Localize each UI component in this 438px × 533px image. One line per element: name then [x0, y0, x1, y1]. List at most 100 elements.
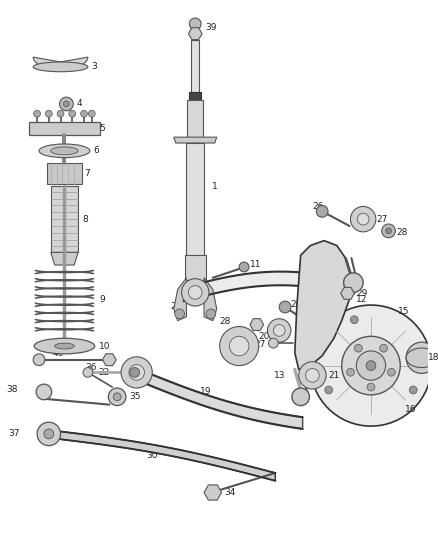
Circle shape [182, 279, 209, 306]
Ellipse shape [406, 348, 438, 368]
Circle shape [206, 309, 216, 319]
Polygon shape [184, 272, 354, 301]
Text: 9: 9 [99, 295, 105, 304]
Text: 3: 3 [92, 62, 98, 71]
Circle shape [46, 110, 52, 117]
Text: 1: 1 [212, 182, 218, 191]
Circle shape [130, 368, 140, 377]
Text: 15: 15 [398, 308, 410, 317]
Circle shape [189, 18, 201, 30]
Circle shape [219, 327, 259, 366]
Text: 21: 21 [328, 371, 339, 380]
Text: 23: 23 [296, 336, 307, 345]
Text: 17: 17 [296, 356, 307, 365]
Circle shape [350, 206, 376, 232]
Circle shape [37, 422, 60, 446]
Text: 16: 16 [405, 405, 417, 414]
Text: 4: 4 [76, 100, 82, 108]
Circle shape [36, 384, 52, 400]
FancyBboxPatch shape [187, 100, 203, 139]
FancyBboxPatch shape [191, 39, 199, 93]
Text: 13: 13 [274, 371, 286, 380]
Text: 7: 7 [84, 169, 90, 178]
Ellipse shape [55, 343, 74, 349]
Circle shape [299, 362, 326, 389]
Circle shape [385, 228, 392, 234]
Text: 39: 39 [205, 23, 216, 33]
Circle shape [410, 386, 417, 394]
Circle shape [311, 305, 431, 426]
Ellipse shape [34, 338, 95, 354]
FancyBboxPatch shape [47, 163, 82, 184]
Circle shape [69, 110, 76, 117]
FancyBboxPatch shape [29, 122, 99, 135]
Polygon shape [295, 240, 351, 369]
Text: 35: 35 [129, 392, 140, 401]
Text: 27: 27 [254, 340, 265, 349]
Circle shape [388, 368, 396, 376]
Circle shape [230, 336, 249, 356]
Ellipse shape [51, 147, 78, 155]
Circle shape [57, 110, 64, 117]
Circle shape [350, 316, 358, 324]
Circle shape [60, 97, 73, 111]
Text: 28: 28 [396, 228, 408, 237]
Text: 24: 24 [170, 302, 181, 311]
Polygon shape [51, 252, 78, 265]
Circle shape [268, 319, 291, 342]
Circle shape [292, 388, 310, 406]
Circle shape [344, 273, 363, 293]
Text: 20: 20 [259, 332, 270, 341]
Circle shape [357, 213, 369, 225]
Text: 10: 10 [99, 342, 110, 351]
Circle shape [381, 224, 396, 238]
Circle shape [108, 388, 126, 406]
Ellipse shape [39, 144, 90, 158]
Circle shape [88, 110, 95, 117]
Text: 11: 11 [250, 260, 261, 269]
Circle shape [175, 309, 184, 319]
Circle shape [33, 354, 45, 366]
Circle shape [316, 206, 328, 217]
Circle shape [129, 365, 145, 380]
Polygon shape [33, 57, 88, 69]
Text: 22: 22 [98, 368, 110, 377]
Text: 29: 29 [357, 289, 368, 298]
Text: 8: 8 [82, 215, 88, 224]
Circle shape [239, 262, 249, 272]
Circle shape [306, 368, 319, 382]
Circle shape [64, 101, 69, 107]
Text: 25: 25 [317, 265, 328, 274]
Circle shape [121, 357, 152, 388]
Text: 27: 27 [377, 215, 388, 224]
Text: 26: 26 [290, 300, 301, 309]
Text: 36: 36 [85, 363, 96, 372]
Polygon shape [174, 137, 217, 143]
Circle shape [325, 386, 332, 394]
Text: 26: 26 [312, 202, 324, 211]
Circle shape [406, 342, 438, 374]
Circle shape [273, 325, 285, 336]
FancyBboxPatch shape [184, 255, 206, 280]
Text: 19: 19 [200, 387, 212, 397]
Circle shape [342, 336, 400, 395]
Circle shape [357, 351, 385, 380]
Text: 18: 18 [427, 353, 438, 362]
Text: 6: 6 [94, 147, 99, 155]
FancyBboxPatch shape [51, 186, 78, 252]
Polygon shape [204, 278, 217, 321]
Circle shape [188, 286, 202, 299]
Circle shape [44, 429, 54, 439]
Polygon shape [174, 278, 187, 321]
Text: 12: 12 [357, 295, 368, 304]
FancyBboxPatch shape [187, 143, 204, 260]
Polygon shape [57, 431, 276, 481]
Text: 38: 38 [6, 385, 18, 394]
FancyBboxPatch shape [189, 92, 201, 100]
Circle shape [113, 393, 121, 401]
Circle shape [81, 110, 87, 117]
Circle shape [34, 110, 40, 117]
Text: 37: 37 [8, 430, 20, 439]
Text: 34: 34 [225, 488, 236, 497]
Polygon shape [135, 368, 303, 429]
